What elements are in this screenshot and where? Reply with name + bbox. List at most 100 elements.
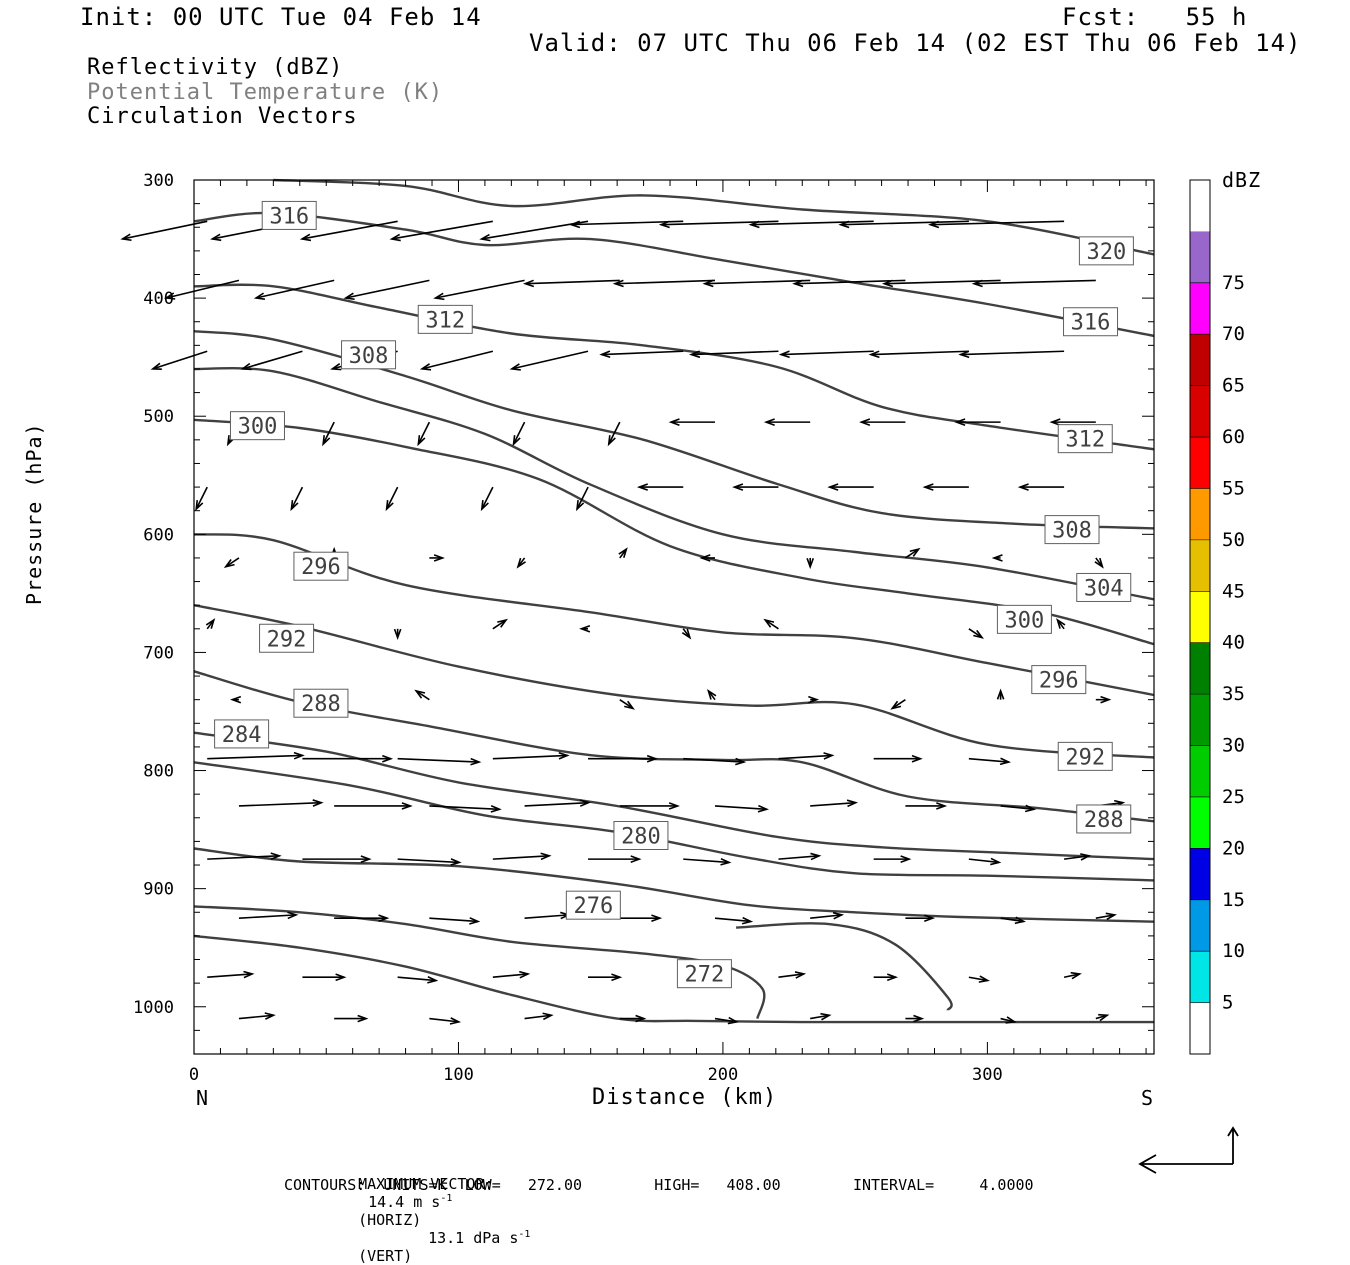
colorbar-label: 25 bbox=[1222, 786, 1245, 808]
circulation-vector bbox=[238, 911, 299, 920]
circulation-vector bbox=[492, 970, 531, 979]
circulation-vector bbox=[579, 624, 591, 633]
colorbar-label: 10 bbox=[1222, 940, 1245, 962]
circulation-vector bbox=[968, 975, 990, 983]
circulation-vector bbox=[968, 628, 985, 639]
max-vector-horiz-unit: (HORIZ) bbox=[358, 1211, 422, 1229]
colorbar-label: 45 bbox=[1222, 580, 1245, 602]
circulation-vector bbox=[334, 802, 413, 810]
circulation-vector bbox=[763, 418, 811, 426]
valid-time: Valid: 07 UTC Thu 06 Feb 14 (02 EST Thu … bbox=[529, 29, 1302, 57]
x-end-label-south: S bbox=[1141, 1086, 1155, 1110]
circulation-vector bbox=[904, 547, 921, 559]
theta-contour-304 bbox=[193, 367, 1155, 601]
circulation-vector bbox=[619, 914, 663, 923]
colorbar-segment bbox=[1190, 282, 1210, 335]
contour-label: 296 bbox=[1031, 665, 1087, 695]
circulation-vector bbox=[748, 220, 874, 229]
circulation-vector bbox=[968, 757, 1012, 766]
contour-label: 296 bbox=[293, 551, 349, 581]
circulation-vector bbox=[150, 350, 208, 370]
contour-label: 280 bbox=[613, 821, 669, 850]
max-vector-vert: 13.1 dPa s bbox=[428, 1229, 519, 1247]
circulation-vector bbox=[859, 418, 906, 426]
circulation-vector bbox=[619, 699, 635, 710]
contour-label: 300 bbox=[229, 411, 285, 441]
contour-label-text: 284 bbox=[222, 723, 262, 748]
circulation-vector bbox=[230, 695, 242, 704]
colorbar-label: 40 bbox=[1222, 632, 1245, 654]
x-tick-label: 100 bbox=[443, 1065, 474, 1085]
circulation-vector bbox=[699, 554, 715, 562]
colorbar-label: 30 bbox=[1222, 735, 1245, 757]
circulation-vector bbox=[1017, 483, 1065, 491]
contour-label: 316 bbox=[1063, 307, 1119, 337]
footer-max-vector: MAXIMUM VECTOR: 14.4 m s-1 (HORIZ) 13.1 … bbox=[358, 1175, 531, 1265]
circulation-vector bbox=[433, 279, 525, 301]
contour-label: 276 bbox=[565, 890, 621, 920]
circulation-vector bbox=[238, 1012, 276, 1020]
circulation-vector bbox=[569, 220, 684, 229]
circulation-vector bbox=[322, 421, 335, 447]
contour-label-text: 316 bbox=[1071, 311, 1111, 336]
circulation-vector bbox=[599, 350, 684, 359]
x-tick-label: 200 bbox=[708, 1065, 739, 1085]
circulation-vector bbox=[389, 220, 493, 242]
contour-label: 304 bbox=[1076, 572, 1132, 602]
circulation-vector bbox=[343, 279, 430, 301]
contour-label-text: 312 bbox=[1065, 428, 1105, 453]
contour-label-text: 276 bbox=[573, 894, 613, 919]
colorbar-segment bbox=[1190, 231, 1210, 283]
circulation-vector bbox=[827, 483, 874, 491]
contour-label: 308 bbox=[1044, 515, 1100, 545]
circulation-vector bbox=[778, 752, 835, 760]
contour-label-text: 272 bbox=[685, 963, 725, 988]
x-tick-label: 0 bbox=[189, 1065, 199, 1085]
colorbar-label: 55 bbox=[1222, 477, 1245, 499]
circulation-vector bbox=[838, 220, 969, 229]
circulation-vector bbox=[290, 486, 304, 512]
colorbar-segment bbox=[1190, 488, 1210, 540]
contour-label: 316 bbox=[261, 200, 317, 230]
contour-label-text: 288 bbox=[1084, 808, 1124, 833]
colorbar-segment bbox=[1190, 694, 1210, 746]
colorbar-label: 70 bbox=[1222, 323, 1245, 345]
y-tick-label: 300 bbox=[143, 171, 174, 191]
circulation-vector bbox=[429, 554, 445, 562]
circulation-vector bbox=[240, 350, 303, 371]
circulation-vector bbox=[778, 350, 874, 359]
circulation-vector bbox=[334, 914, 390, 923]
circulation-vector bbox=[778, 971, 807, 979]
contour-label-text: 280 bbox=[621, 825, 661, 850]
contour-label: 320 bbox=[1078, 236, 1134, 266]
circulation-vector bbox=[873, 754, 923, 763]
x-end-label-north: N bbox=[196, 1086, 210, 1110]
circulation-vector bbox=[429, 1017, 462, 1025]
colorbar-label: 60 bbox=[1222, 426, 1245, 448]
circulation-vector bbox=[509, 350, 589, 371]
circulation-vector bbox=[299, 220, 398, 242]
circulation-vector bbox=[576, 486, 589, 512]
circulation-vector bbox=[588, 973, 623, 982]
y-axis-title: Pressure (hPa) bbox=[22, 422, 46, 605]
circulation-vector bbox=[195, 486, 208, 512]
theta-contour-316 bbox=[193, 211, 1155, 338]
colorbar-segment bbox=[1190, 180, 1210, 232]
circulation-vector bbox=[689, 350, 779, 359]
circulation-vector bbox=[873, 855, 912, 863]
circulation-vector bbox=[702, 279, 811, 288]
theta-contour-284 bbox=[193, 731, 1155, 861]
circulation-vector bbox=[302, 754, 394, 763]
circulation-vector bbox=[810, 799, 859, 808]
colorbar-unit: dBZ bbox=[1222, 168, 1262, 192]
contour-label: 312 bbox=[417, 304, 473, 334]
colorbar-label: 15 bbox=[1222, 889, 1245, 911]
circulation-vector bbox=[607, 421, 621, 447]
circulation-vector bbox=[1000, 804, 1037, 813]
theta-contour-280 bbox=[193, 761, 1155, 882]
circulation-vector bbox=[681, 628, 692, 640]
circulation-vector bbox=[612, 279, 716, 288]
circulation-vector bbox=[808, 695, 820, 704]
circulation-vector bbox=[636, 483, 684, 491]
circulation-vector bbox=[1094, 557, 1104, 569]
